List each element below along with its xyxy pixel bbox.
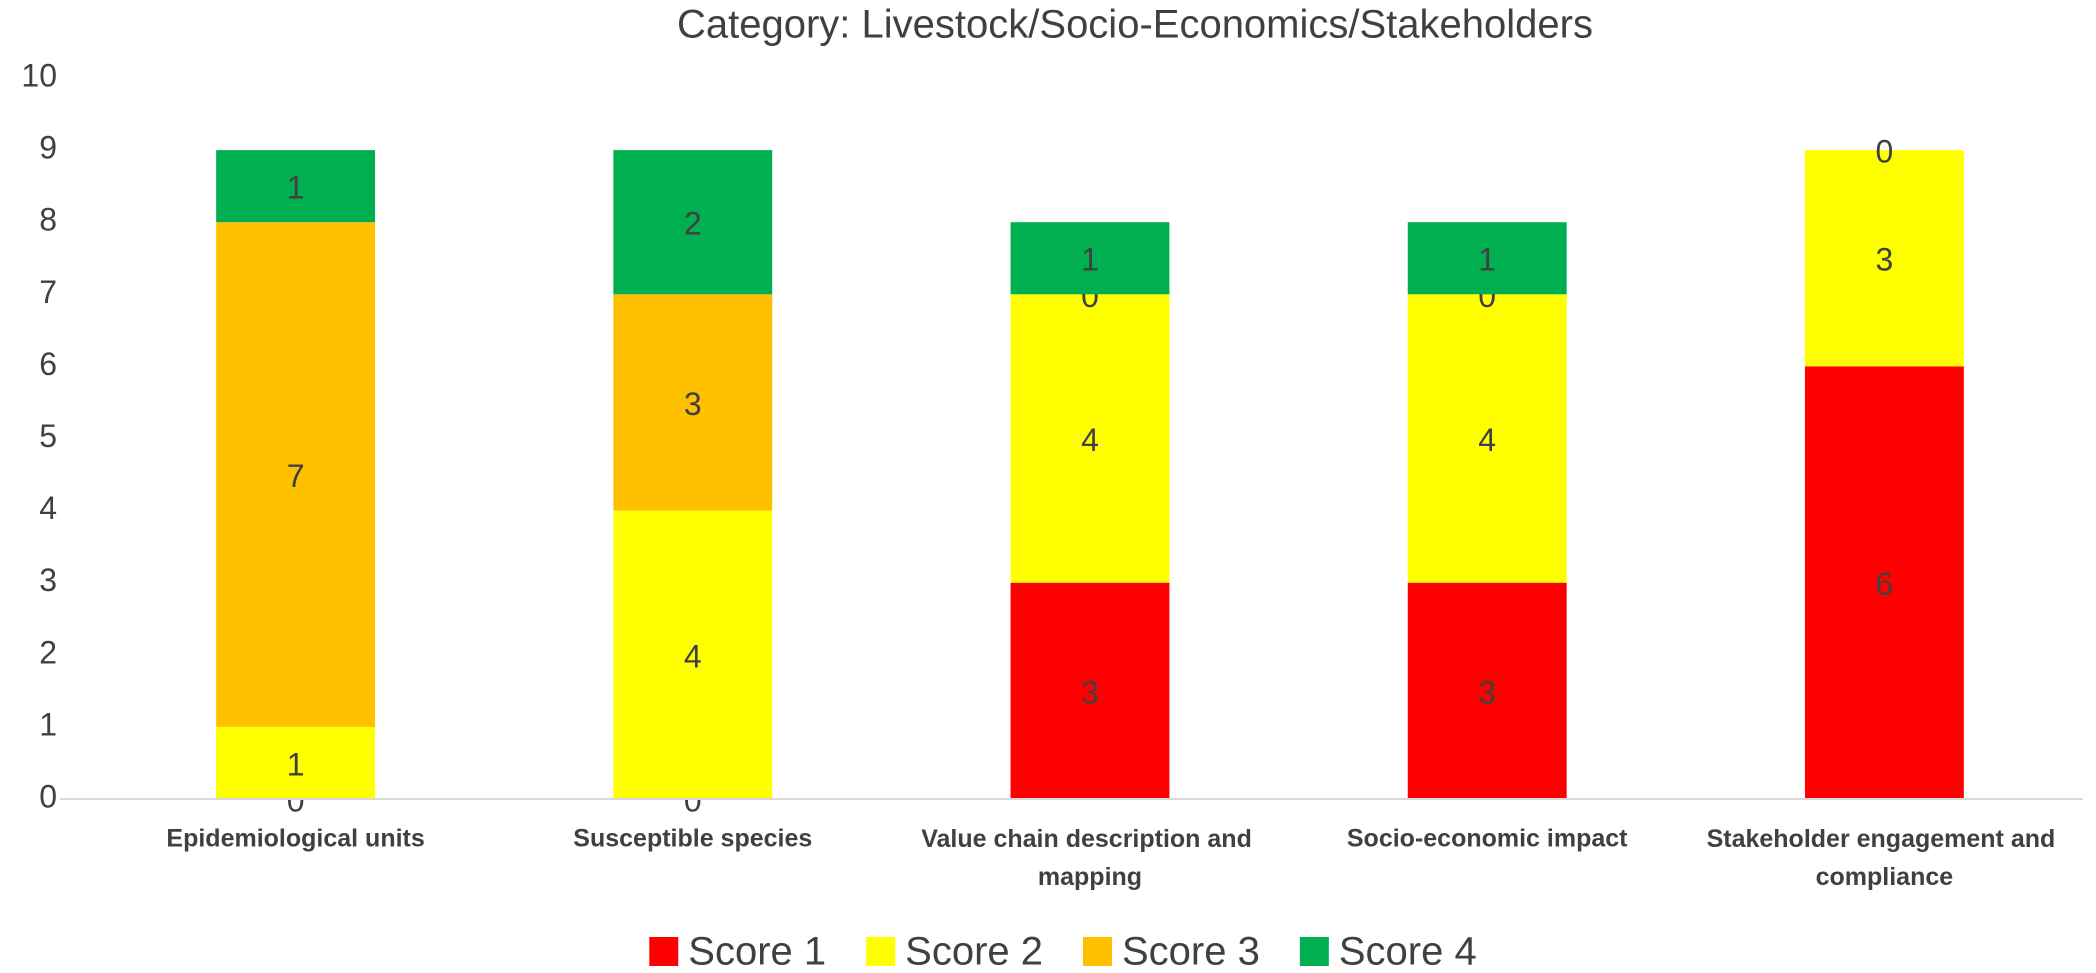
legend-label: Score 4 <box>1339 930 1477 973</box>
y-tick-label: 4 <box>39 490 57 526</box>
bar-segment <box>216 726 376 799</box>
legend-label: Score 2 <box>905 930 1043 973</box>
y-tick-label: 0 <box>39 778 57 814</box>
data-label: 3 <box>1876 242 1894 278</box>
y-tick-label: 6 <box>39 346 57 382</box>
data-label: 1 <box>1478 242 1496 278</box>
bar-segment <box>1407 222 1567 295</box>
legend-label: Score 3 <box>1122 930 1260 973</box>
bar-segment <box>613 294 773 511</box>
bar-segment <box>1407 582 1567 799</box>
x-tick-label: Stakeholder engagement and compliance <box>1707 825 2063 891</box>
bar-segment <box>1010 582 1170 799</box>
y-tick-label: 10 <box>21 57 57 93</box>
data-label: 1 <box>1081 242 1099 278</box>
data-label: 0 <box>1876 134 1894 170</box>
y-tick-label: 8 <box>39 202 57 238</box>
legend-label: Score 1 <box>688 930 826 973</box>
y-tick-label: 1 <box>39 706 57 742</box>
y-tick-label: 5 <box>39 418 57 454</box>
bar-segment <box>216 222 376 727</box>
bar-segment <box>1804 366 1964 799</box>
bar-segment <box>613 150 773 295</box>
data-label: 4 <box>1478 422 1496 458</box>
y-tick-label: 9 <box>39 130 57 166</box>
y-tick-label: 3 <box>39 562 57 598</box>
x-tick-label: Value chain description and mapping <box>921 825 1259 891</box>
legend-swatch <box>1299 937 1329 966</box>
legend-swatch <box>1083 937 1112 966</box>
bar-segment <box>1010 294 1170 583</box>
data-label: 1 <box>287 746 305 782</box>
data-label: 1 <box>287 170 305 206</box>
data-label: 6 <box>1876 566 1894 602</box>
bar-segment <box>1407 294 1567 583</box>
bar-segment <box>1010 222 1170 295</box>
y-tick-label: 2 <box>39 634 57 670</box>
bar-segment <box>216 150 376 223</box>
data-label: 4 <box>684 638 702 674</box>
data-label: 7 <box>287 458 305 494</box>
data-label: 4 <box>1081 422 1099 458</box>
data-label: 3 <box>1081 674 1099 710</box>
data-label: 3 <box>684 386 702 422</box>
bar-segment <box>1804 150 1964 367</box>
legend-swatch <box>649 937 679 966</box>
data-label: 2 <box>684 206 702 242</box>
x-tick-label: Socio-economic impact <box>1347 825 1628 853</box>
x-tick-label: Susceptible species <box>573 825 812 853</box>
y-tick-label: 7 <box>39 274 57 310</box>
data-label: 3 <box>1478 674 1496 710</box>
x-tick-label: Epidemiological units <box>166 825 424 853</box>
chart-title: Category: Livestock/Socio-Economics/Stak… <box>677 3 1593 47</box>
legend-swatch <box>866 937 896 966</box>
bar-segment <box>613 510 773 799</box>
